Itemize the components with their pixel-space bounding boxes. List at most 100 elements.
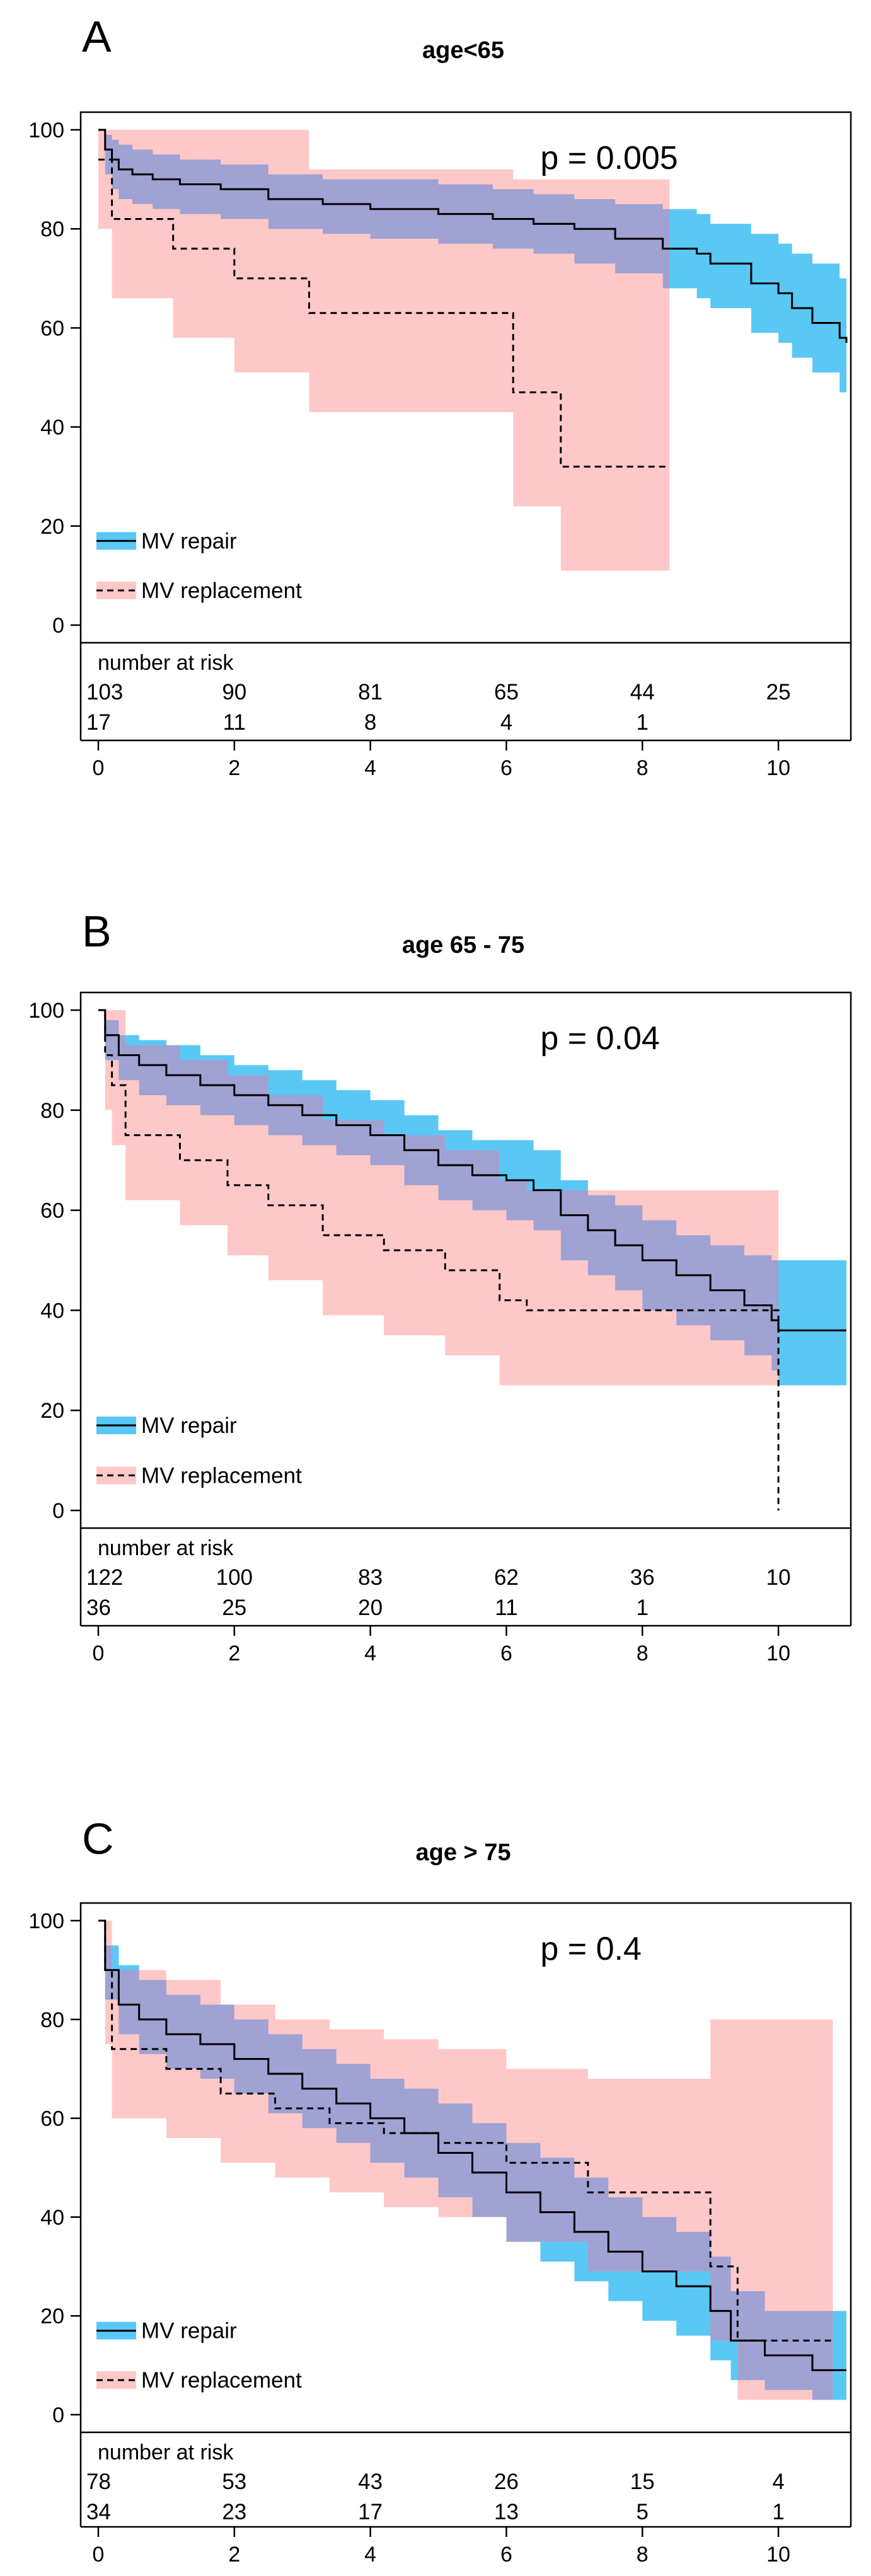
risk-count: 34 xyxy=(86,2500,111,2524)
x-tick-label: 6 xyxy=(500,1642,512,1665)
risk-count: 25 xyxy=(222,1596,246,1620)
risk-count: 36 xyxy=(86,1596,111,1620)
risk-table-title: number at risk xyxy=(98,2441,234,2464)
risk-count: 43 xyxy=(358,2470,383,2494)
risk-count: 100 xyxy=(216,1565,253,1590)
risk-count: 15 xyxy=(630,2470,655,2494)
replacement-survival-line xyxy=(98,1009,780,1510)
y-tick-label: 20 xyxy=(40,515,64,539)
risk-count: 4 xyxy=(500,710,512,735)
confidence-bands xyxy=(98,1919,846,2400)
x-tick-label: 4 xyxy=(364,1642,376,1665)
risk-count: 44 xyxy=(630,680,655,704)
x-tick-label: 0 xyxy=(93,2543,105,2567)
x-tick-label: 10 xyxy=(766,2543,790,2567)
legend-repair-label: MV repair xyxy=(141,1413,237,1438)
y-tick-label: 20 xyxy=(40,2304,64,2328)
plot-frame xyxy=(79,991,852,1529)
risk-count: 90 xyxy=(222,680,246,704)
risk-table-title: number at risk xyxy=(98,651,234,675)
risk-count: 10 xyxy=(766,1565,791,1590)
risk-count: 11 xyxy=(495,1596,517,1620)
x-tick-label: 6 xyxy=(500,2543,512,2567)
risk-count: 26 xyxy=(494,2470,519,2494)
x-tick-label: 8 xyxy=(637,756,649,780)
y-tick-label: 80 xyxy=(40,2008,64,2032)
panel-letter: A xyxy=(82,12,112,61)
legend-repair-label: MV repair xyxy=(141,2319,237,2343)
x-tick-label: 10 xyxy=(766,756,790,780)
legend-replacement-label: MV replacement xyxy=(141,578,302,603)
x-tick-label: 10 xyxy=(766,1642,790,1665)
legend-replacement-label: MV replacement xyxy=(141,1463,302,1488)
x-tick-label: 6 xyxy=(500,756,512,780)
risk-count: 20 xyxy=(358,1596,383,1620)
risk-count: 5 xyxy=(637,2500,649,2524)
risk-count: 36 xyxy=(630,1565,655,1590)
y-tick-label: 0 xyxy=(52,614,64,638)
overlap-band xyxy=(98,1010,779,1386)
y-tick-label: 0 xyxy=(52,1499,64,1523)
repair-survival-line xyxy=(98,1009,846,1331)
p-value: p = 0.04 xyxy=(540,1020,659,1057)
risk-count: 17 xyxy=(86,710,111,735)
risk-count: 13 xyxy=(494,2500,519,2524)
y-tick-label: 80 xyxy=(40,217,64,241)
panel-letter: C xyxy=(82,1814,114,1863)
risk-count: 23 xyxy=(222,2500,246,2524)
confidence-bands xyxy=(98,1009,846,1510)
y-tick-label: 40 xyxy=(40,1299,64,1323)
risk-count: 122 xyxy=(86,1565,123,1590)
legend-replacement-label: MV replacement xyxy=(141,2368,302,2393)
x-tick-label: 0 xyxy=(93,756,105,780)
p-value: p = 0.4 xyxy=(540,1931,641,1967)
y-tick-label: 100 xyxy=(28,999,64,1023)
risk-count: 8 xyxy=(364,710,376,735)
panel-letter: B xyxy=(82,907,112,956)
overlap-band xyxy=(98,130,670,398)
replacement-survival-line xyxy=(98,1919,833,2342)
y-tick-label: 20 xyxy=(40,1399,64,1423)
risk-count: 83 xyxy=(358,1565,383,1590)
p-value: p = 0.005 xyxy=(540,140,678,176)
y-tick-label: 100 xyxy=(28,118,64,142)
risk-count: 25 xyxy=(766,680,791,704)
confidence-bands xyxy=(98,129,848,571)
y-tick-label: 100 xyxy=(28,1909,64,1933)
risk-count: 65 xyxy=(494,680,519,704)
risk-count: 103 xyxy=(86,680,123,704)
panel-title: age<65 xyxy=(422,37,504,64)
x-tick-label: 4 xyxy=(364,756,376,780)
risk-table-title: number at risk xyxy=(98,1536,234,1560)
x-tick-label: 8 xyxy=(637,2543,649,2567)
x-tick-label: 2 xyxy=(228,756,240,780)
risk-count: 17 xyxy=(358,2500,383,2524)
plot-frame xyxy=(79,111,852,644)
panel-title: age 65 - 75 xyxy=(402,932,524,958)
x-tick-label: 8 xyxy=(637,1642,649,1665)
x-tick-label: 2 xyxy=(228,2543,240,2567)
x-tick-label: 4 xyxy=(364,2543,376,2567)
risk-count: 53 xyxy=(222,2470,246,2494)
risk-count: 4 xyxy=(772,2470,784,2494)
risk-count: 1 xyxy=(772,2500,784,2524)
y-tick-label: 0 xyxy=(52,2403,64,2427)
y-tick-label: 60 xyxy=(40,316,64,340)
risk-count: 81 xyxy=(358,680,383,704)
y-tick-label: 80 xyxy=(40,1099,64,1123)
y-tick-label: 40 xyxy=(40,2205,64,2229)
risk-count: 62 xyxy=(494,1565,519,1590)
x-tick-label: 2 xyxy=(228,1642,240,1665)
y-tick-label: 60 xyxy=(40,1199,64,1223)
risk-count: 11 xyxy=(223,710,246,735)
y-tick-label: 60 xyxy=(40,2107,64,2131)
risk-count: 78 xyxy=(86,2470,111,2494)
risk-count: 1 xyxy=(637,1596,649,1620)
y-tick-label: 40 xyxy=(40,416,64,440)
x-tick-label: 0 xyxy=(93,1642,105,1665)
legend-repair-label: MV repair xyxy=(141,529,237,553)
